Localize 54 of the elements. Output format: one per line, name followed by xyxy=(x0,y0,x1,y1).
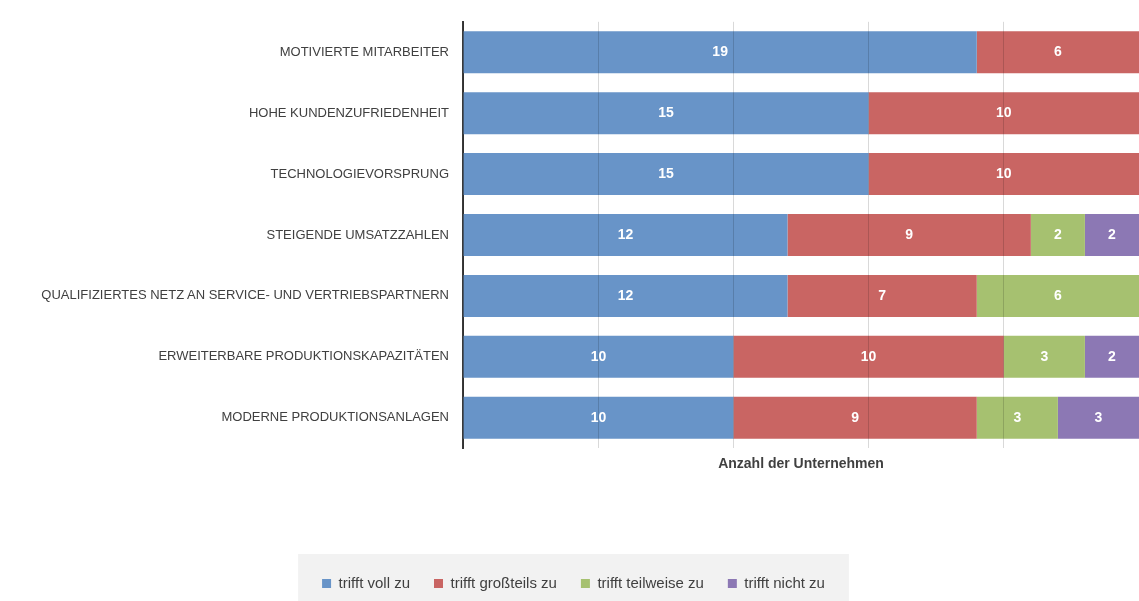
bar xyxy=(463,31,977,74)
bar xyxy=(868,153,1139,196)
bar xyxy=(463,153,869,196)
y-tick-label: STEIGENDE UMSATZZAHLEN xyxy=(266,226,449,242)
legend-label: trifft nicht zu xyxy=(744,573,825,591)
bar xyxy=(1084,335,1139,378)
data-label: 6 xyxy=(1053,43,1062,60)
data-label: 12 xyxy=(617,286,634,303)
bar xyxy=(463,335,734,378)
data-label: 9 xyxy=(905,225,914,242)
legend-label: trifft voll zu xyxy=(338,573,410,591)
bar xyxy=(976,274,1139,317)
bar xyxy=(868,92,1139,135)
y-tick-label: MOTIVIERTE MITARBEITER xyxy=(279,43,449,59)
data-label: 3 xyxy=(1013,408,1022,425)
bar xyxy=(463,213,788,257)
data-label: 15 xyxy=(658,164,675,181)
data-label: 3 xyxy=(1040,347,1049,364)
data-label: 10 xyxy=(590,408,607,425)
bar xyxy=(733,335,1004,378)
y-tick-label: MODERNE PRODUKTIONSANLAGEN xyxy=(221,409,449,425)
bar xyxy=(463,274,788,317)
bar xyxy=(1057,396,1139,439)
bar xyxy=(733,396,977,439)
bar xyxy=(1084,213,1139,257)
bar xyxy=(787,274,977,317)
bar xyxy=(1003,335,1085,378)
y-tick-label: HOHE KUNDENZUFRIEDENHEIT xyxy=(248,104,450,120)
data-label: 2 xyxy=(1108,347,1117,364)
y-tick-label: ERWEITERBARE PRODUKTIONSKAPAZITÄTEN xyxy=(158,348,449,364)
y-tick-label: QUALIFIZIERTES NETZ AN SERVICE- UND VERTRIEBSPARTNERN xyxy=(41,287,449,303)
legend-label: trifft großteils zu xyxy=(450,573,557,591)
data-label: 3 xyxy=(1094,408,1103,425)
data-label: 10 xyxy=(996,164,1012,181)
data-label: 9 xyxy=(851,408,860,425)
data-label: 2 xyxy=(1108,225,1117,242)
legend-label: trifft teilweise zu xyxy=(597,573,704,591)
bar xyxy=(787,213,1031,257)
data-label: 10 xyxy=(860,347,877,364)
data-label: 7 xyxy=(878,286,887,303)
bar xyxy=(976,396,1058,439)
x-axis-title: Anzahl der Unternehmen xyxy=(718,455,884,472)
data-label: 12 xyxy=(617,225,634,242)
data-label: 2 xyxy=(1053,225,1062,242)
data-label: 10 xyxy=(590,347,607,364)
bar xyxy=(1030,213,1085,257)
bar xyxy=(463,92,869,135)
data-label: 6 xyxy=(1053,286,1062,303)
data-label: 19 xyxy=(712,43,729,60)
bar xyxy=(463,396,734,439)
y-tick-label: TECHNOLOGIEVORSPRUNG xyxy=(270,165,449,181)
bar xyxy=(976,31,1139,74)
data-label: 15 xyxy=(658,104,675,121)
data-label: 10 xyxy=(996,104,1012,121)
